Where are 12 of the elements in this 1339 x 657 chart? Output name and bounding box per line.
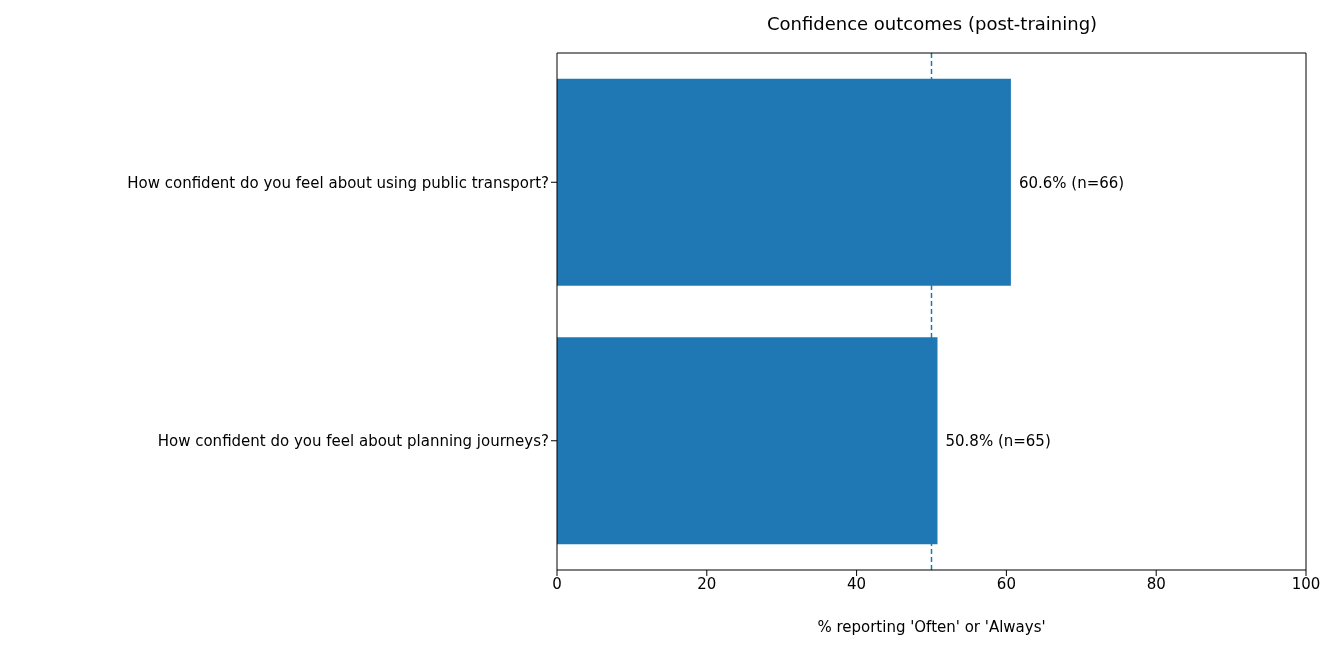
x-tick-label: 0 xyxy=(552,574,562,593)
data-label: 50.8% (n=65) xyxy=(945,432,1051,451)
x-tick-label: 40 xyxy=(847,574,867,593)
y-tick-label: How confident do you feel about using public transport? xyxy=(127,173,549,192)
data-label: 60.6% (n=66) xyxy=(1018,173,1125,192)
x-axis-title: % reporting 'Often' or 'Always' xyxy=(817,618,1046,636)
x-tick-label: 80 xyxy=(1146,574,1166,593)
x-tick-label: 20 xyxy=(697,574,717,593)
chart-title: Confidence outcomes (post-training) xyxy=(765,12,1099,36)
x-tick-label: 60 xyxy=(996,574,1016,593)
y-tick-label: How confident do you feel about planning journeys? xyxy=(157,432,549,451)
x-tick-label: 100 xyxy=(1291,574,1321,593)
